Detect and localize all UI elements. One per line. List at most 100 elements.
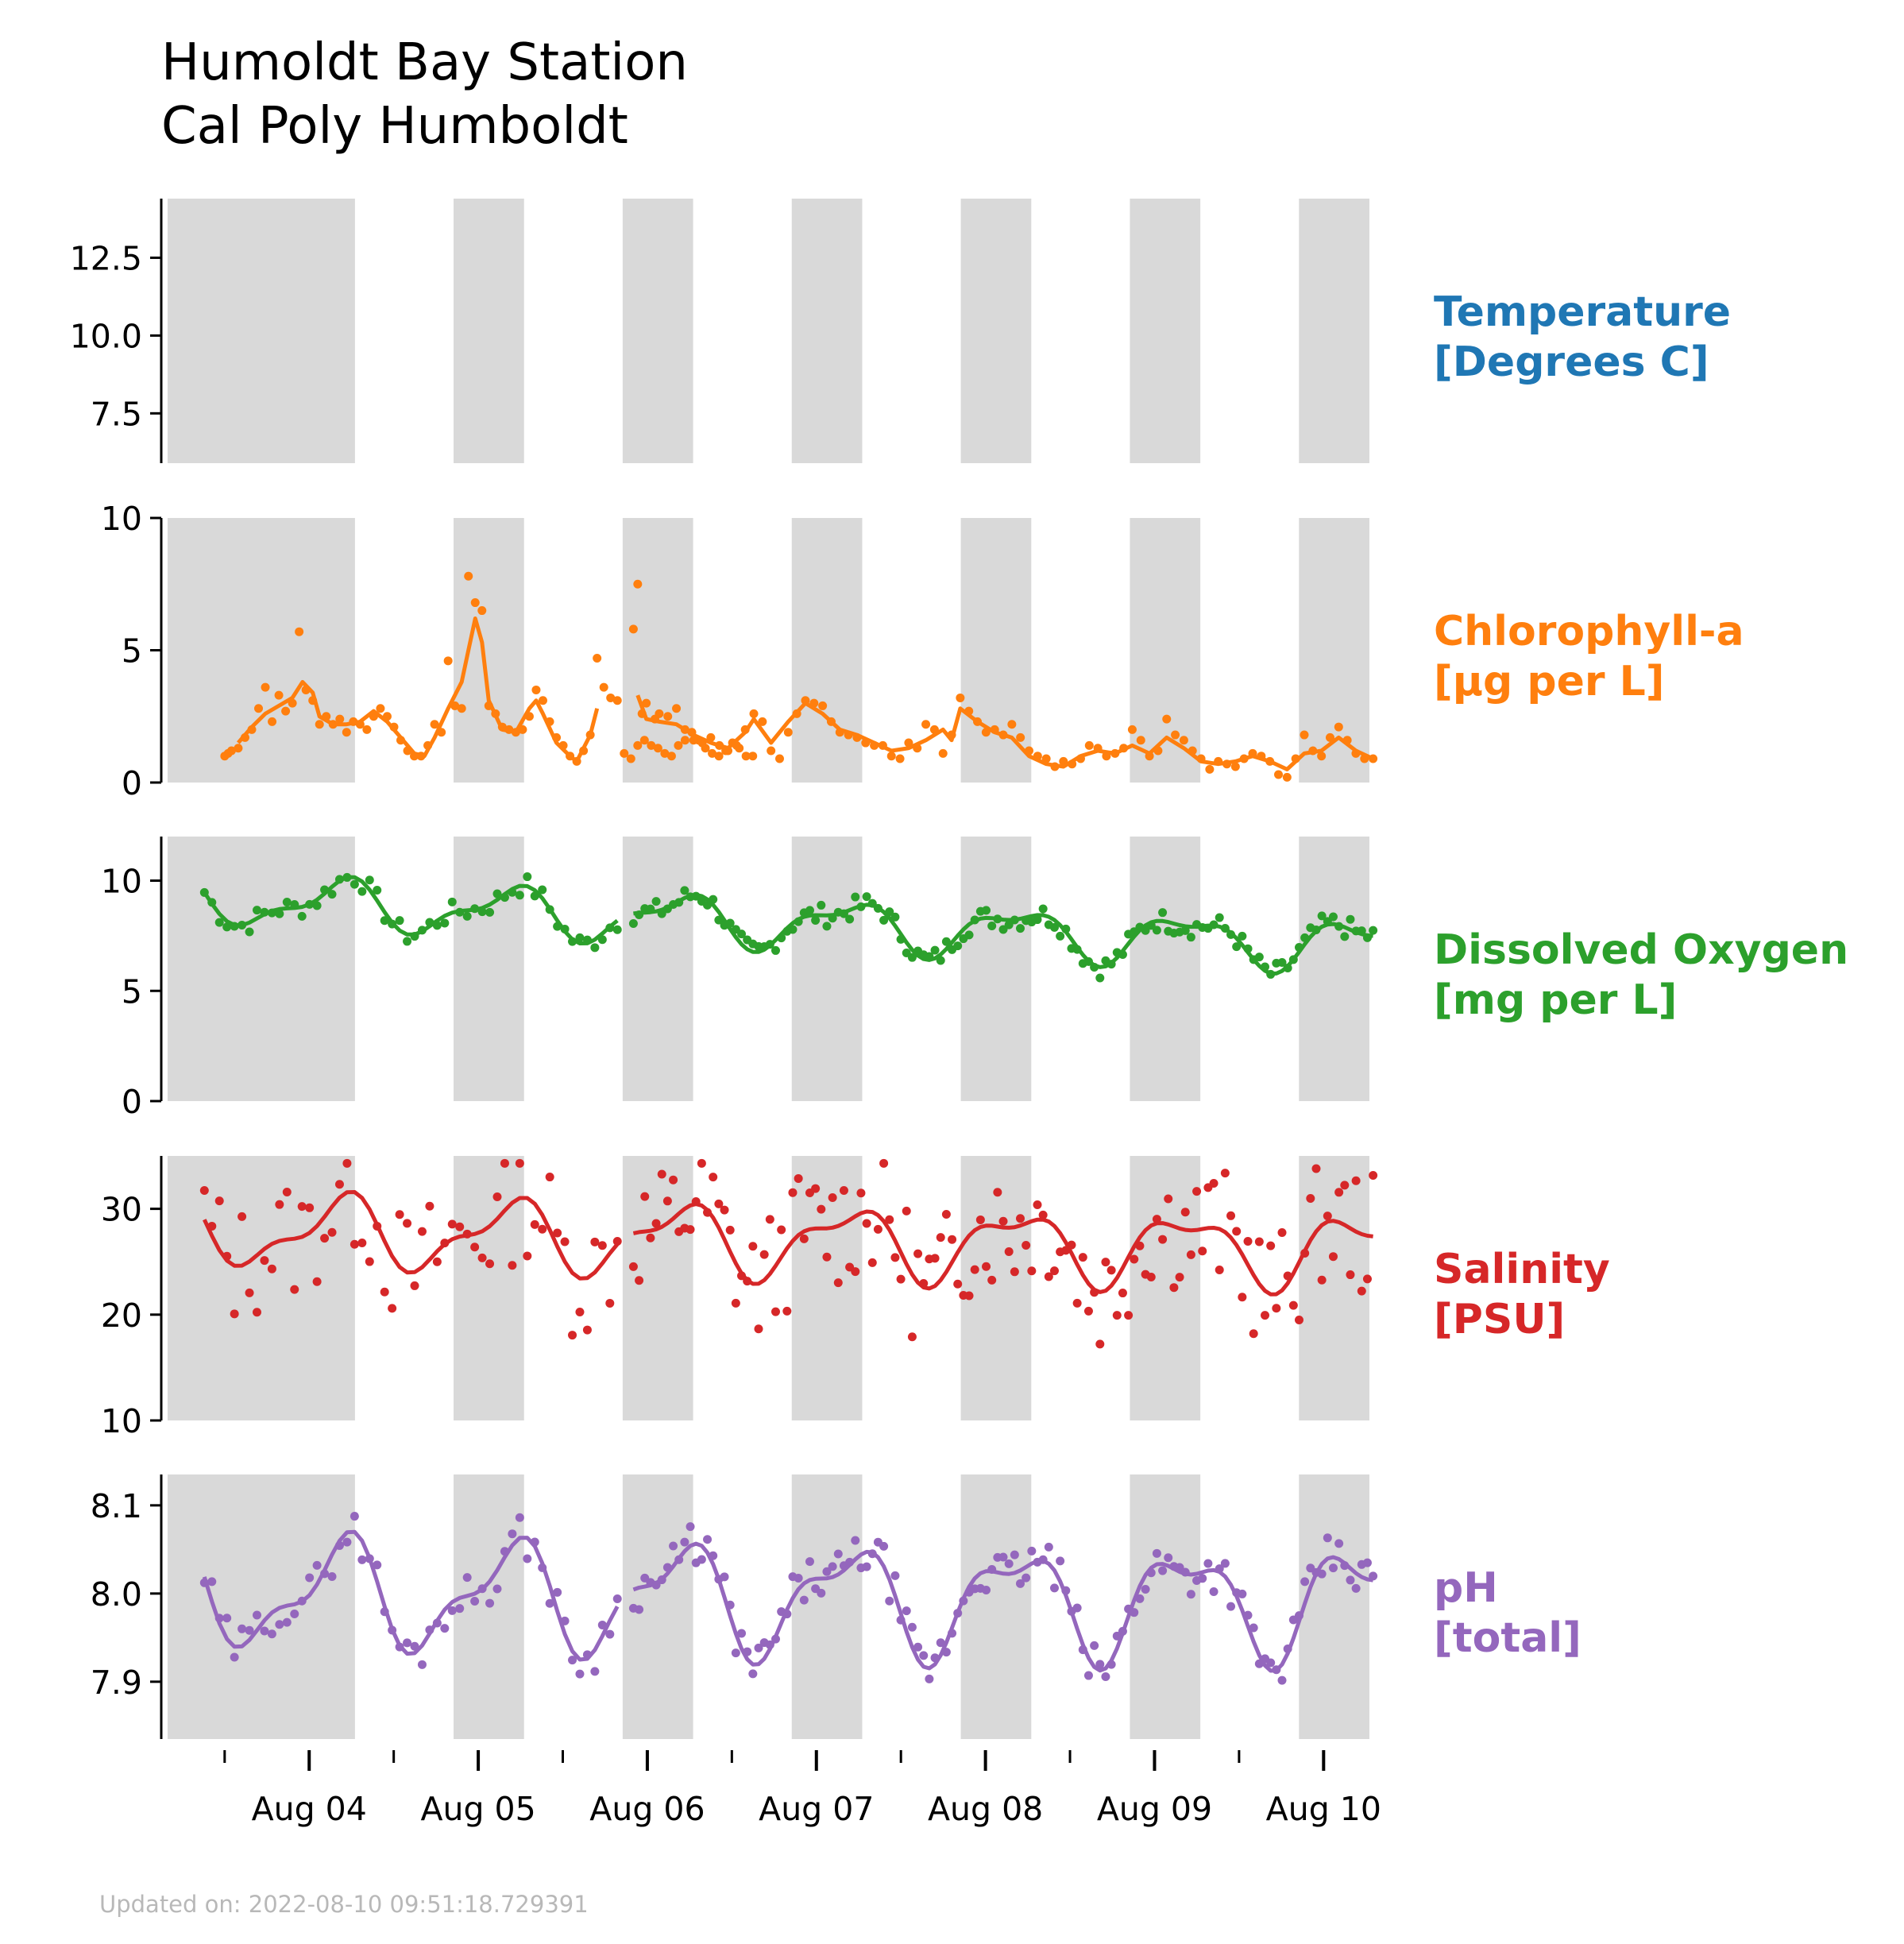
point-1-0-67: [666, 752, 676, 761]
point-2-1-53: [930, 945, 940, 955]
point-4-0-50: [575, 1669, 585, 1679]
point-3-1-111: [1261, 1311, 1270, 1320]
point-2-1-49: [907, 953, 917, 962]
point-3-1-72: [1038, 1210, 1048, 1219]
point-1-0-18: [335, 714, 345, 724]
point-1-1-65: [1171, 730, 1180, 740]
point-1-1-7: [672, 704, 682, 713]
point-2-1-82: [1095, 973, 1105, 983]
point-1-0-9: [274, 690, 284, 700]
x-tick-label-1: Aug 05: [420, 1790, 535, 1828]
point-4-1-21: [748, 1669, 758, 1679]
point-3-1-45: [885, 1215, 894, 1224]
point-2-0-33: [447, 897, 457, 906]
point-4-0-4: [230, 1652, 239, 1662]
point-4-1-124: [1334, 1539, 1344, 1548]
point-3-1-7: [669, 1175, 678, 1185]
point-1-1-83: [1325, 732, 1334, 742]
point-3-1-37: [839, 1185, 848, 1195]
point-3-1-94: [1164, 1194, 1173, 1204]
night-band-1-4: [960, 518, 1032, 783]
panel-label-4-line-1: pH: [1434, 1564, 1498, 1612]
point-1-0-64: [647, 740, 656, 750]
point-3-1-106: [1232, 1227, 1242, 1236]
point-2-1-130: [1369, 926, 1378, 935]
point-3-1-127: [1351, 1176, 1361, 1185]
point-3-1-40: [856, 1188, 866, 1198]
point-2-1-103: [1215, 913, 1224, 922]
point-1-0-2: [226, 746, 236, 756]
point-3-1-113: [1272, 1304, 1281, 1313]
point-1-0-59: [612, 696, 622, 705]
point-4-1-70: [1027, 1546, 1037, 1556]
point-3-0-21: [357, 1239, 367, 1248]
point-4-0-33: [447, 1606, 457, 1615]
point-4-0-32: [440, 1624, 450, 1633]
point-3-0-48: [560, 1237, 570, 1246]
point-4-0-46: [545, 1598, 554, 1608]
point-1-1-24: [818, 701, 828, 710]
point-1-1-3: [642, 698, 651, 708]
point-1-1-77: [1274, 770, 1284, 779]
point-3-1-128: [1357, 1286, 1366, 1296]
point-4-1-12: [697, 1555, 706, 1564]
point-4-0-39: [492, 1584, 502, 1594]
night-band-2-0: [168, 837, 355, 1101]
y-tick-label-0-2: 12.5: [70, 239, 142, 277]
point-3-0-31: [432, 1257, 442, 1266]
night-band-0-2: [622, 199, 693, 463]
point-3-1-78: [1072, 1298, 1082, 1308]
point-3-1-108: [1243, 1237, 1253, 1246]
point-2-1-125: [1340, 932, 1350, 941]
point-2-1-33: [817, 900, 826, 910]
point-3-1-48: [902, 1206, 911, 1215]
point-3-1-120: [1311, 1164, 1321, 1173]
point-1-0-39: [477, 606, 487, 616]
point-1-0-60: [620, 748, 629, 758]
point-4-1-18: [731, 1648, 740, 1658]
night-band-2-3: [791, 837, 863, 1101]
updated-footer: Updated on: 2022-08-10 09:51:18.729391: [99, 1891, 589, 1918]
point-4-0-3: [222, 1614, 232, 1623]
point-3-1-59: [964, 1291, 974, 1301]
point-1-0-37: [464, 571, 473, 581]
point-4-1-49: [907, 1622, 917, 1632]
point-4-1-82: [1095, 1660, 1105, 1669]
point-2-0-3: [222, 922, 232, 932]
point-4-0-29: [417, 1660, 427, 1669]
point-1-0-36: [457, 704, 466, 713]
point-1-1-17: [758, 717, 767, 726]
point-4-0-9: [267, 1629, 276, 1639]
point-2-1-34: [822, 922, 832, 931]
point-1-1-36: [921, 720, 931, 729]
point-2-1-72: [1038, 904, 1048, 914]
point-3-0-36: [470, 1243, 480, 1252]
point-3-0-20: [350, 1239, 359, 1249]
point-3-0-49: [568, 1331, 577, 1340]
point-1-0-56: [593, 653, 602, 663]
point-4-1-100: [1198, 1574, 1207, 1583]
point-1-1-40: [956, 693, 965, 702]
point-3-1-56: [948, 1235, 957, 1244]
point-3-1-85: [1112, 1311, 1122, 1320]
point-3-0-44: [530, 1219, 539, 1229]
point-4-1-41: [862, 1562, 871, 1571]
data-marks: [199, 571, 1378, 1685]
y-tick-label-4-2: 8.1: [91, 1487, 142, 1525]
point-4-0-38: [485, 1598, 495, 1608]
point-3-1-95: [1169, 1283, 1179, 1293]
point-4-0-36: [470, 1596, 480, 1606]
point-3-0-12: [290, 1285, 299, 1294]
point-2-1-57: [953, 941, 963, 951]
point-3-1-27: [782, 1306, 792, 1316]
point-3-1-98: [1186, 1250, 1195, 1259]
point-4-1-121: [1317, 1569, 1327, 1579]
panel-label-0-line-2: [Degrees C]: [1434, 338, 1709, 386]
point-2-0-38: [485, 907, 495, 917]
point-3-1-124: [1334, 1188, 1344, 1197]
point-4-1-81: [1090, 1641, 1099, 1650]
point-3-1-87: [1124, 1311, 1134, 1320]
point-2-1-41: [862, 892, 871, 902]
point-1-0-65: [653, 744, 662, 753]
